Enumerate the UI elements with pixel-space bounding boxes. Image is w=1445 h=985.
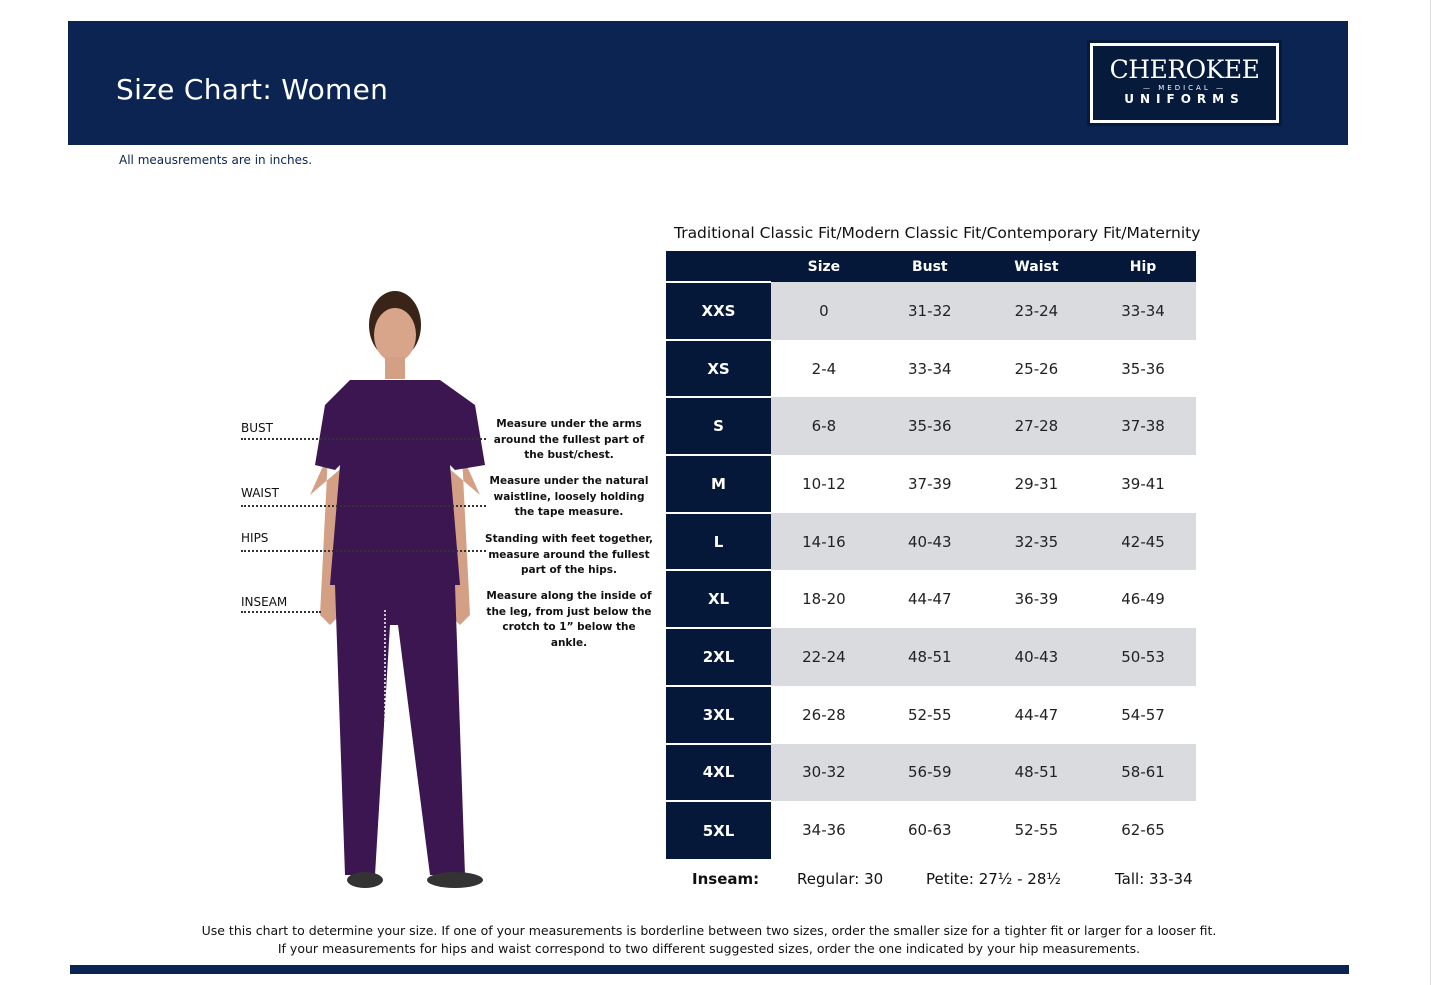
size-number: 10-12 (802, 474, 846, 493)
hip-value: 46-49 (1121, 590, 1165, 609)
inseam-tall: Tall: 33-34 (1115, 870, 1193, 888)
waist-value: 36-39 (1014, 590, 1059, 609)
hip-value: 37-38 (1090, 397, 1196, 456)
hips-line (241, 550, 486, 552)
size-number: 18-20 (802, 590, 846, 609)
inseam-desc: Measure along the inside of the leg, fro… (486, 590, 652, 649)
waist-value: 44-47 (1014, 705, 1059, 724)
bust-value: 44-47 (907, 590, 952, 609)
cherokee-logo: CHEROKEE — MEDICAL — UNIFORMS (1087, 40, 1282, 126)
bust-value: 60-63 (907, 821, 952, 840)
size-label: 2XL (666, 627, 771, 686)
size-table: Size Bust Waist Hip XXS 0 31-32 23-24 33-34 X… (666, 251, 1196, 859)
table-row: XL 18-20 44-47 36-39 46-49 (666, 569, 1196, 629)
size-number: 2-4 (811, 359, 837, 378)
size-number: 14-16 (771, 512, 877, 571)
footer-note-1: Use this chart to determine your size. I… (201, 923, 1217, 938)
units-note: All meausrements are in inches. (119, 153, 313, 167)
table-header-row: Size Bust Waist Hip (666, 251, 1196, 282)
size-number: 6-8 (771, 397, 877, 456)
waist-value: 29-31 (1014, 474, 1059, 493)
col-header-size: Size (771, 251, 877, 282)
table-row: L 14-16 40-43 32-35 42-45 (666, 511, 1196, 571)
inseam-title: Inseam: (692, 870, 760, 888)
hip-value: 35-36 (1121, 359, 1165, 378)
size-label: XL (666, 569, 771, 629)
size-label: XS (666, 338, 771, 398)
footer-note-2: If your measurements for hips and waist … (277, 941, 1141, 956)
table-title: Traditional Classic Fit/Modern Classic F… (674, 224, 1201, 242)
hip-value: 54-57 (1121, 705, 1165, 724)
size-label: M (666, 454, 771, 513)
inseam-petite: Petite: 27½ - 28½ (926, 870, 1061, 888)
bust-value: 40-43 (876, 512, 983, 571)
bust-line (241, 438, 486, 440)
hip-value: 39-41 (1121, 474, 1165, 493)
bust-value: 56-59 (876, 743, 983, 802)
logo-line2: UNIFORMS (1124, 92, 1245, 106)
hips-desc: Standing with feet together, measure aro… (485, 533, 653, 576)
waist-value: 40-43 (982, 628, 1091, 686)
hip-value: 33-34 (1090, 282, 1196, 340)
bust-value: 33-34 (907, 359, 952, 378)
table-row: 3XL 26-28 52-55 44-47 54-57 (666, 684, 1196, 744)
model-figure-image (310, 291, 485, 888)
waist-value: 52-55 (1014, 821, 1059, 840)
size-label: XXS (666, 281, 771, 340)
col-header-bust: Bust (876, 251, 983, 282)
hips-label: HIPS (241, 531, 269, 545)
page-title: Size Chart: Women (116, 73, 389, 106)
waist-value: 48-51 (982, 743, 1091, 802)
logo-sub: — MEDICAL — (1143, 84, 1226, 92)
size-label: S (666, 396, 771, 456)
inseam-line (241, 611, 321, 613)
inseam-label: INSEAM (241, 595, 288, 609)
waist-value: 27-28 (982, 397, 1091, 456)
hip-value: 42-45 (1090, 512, 1196, 571)
inseam-regular: Regular: 30 (797, 870, 884, 888)
bust-value: 31-32 (876, 282, 983, 340)
table-row: XXS 0 31-32 23-24 33-34 (666, 281, 1196, 340)
table-row: XS 2-4 33-34 25-26 35-36 (666, 338, 1196, 398)
table-row: S 6-8 35-36 27-28 37-38 (666, 396, 1196, 456)
logo-brand: CHEROKEE (1109, 55, 1260, 84)
page-edge (1430, 0, 1431, 985)
bust-value: 35-36 (876, 397, 983, 456)
size-number: 30-32 (771, 743, 877, 802)
bust-value: 37-39 (907, 474, 952, 493)
bust-label: BUST (241, 421, 273, 435)
table-row: M 10-12 37-39 29-31 39-41 (666, 454, 1196, 513)
size-label: 3XL (666, 684, 771, 744)
col-header-blank (666, 251, 771, 282)
bust-value: 48-51 (876, 628, 983, 686)
header-banner: Size Chart: Women CHEROKEE — MEDICAL — U… (68, 21, 1348, 145)
bust-value: 52-55 (907, 705, 952, 724)
waist-value: 23-24 (982, 282, 1091, 340)
bottom-bar (70, 965, 1349, 974)
hip-value: 62-65 (1121, 821, 1165, 840)
size-label: 5XL (666, 800, 771, 859)
waist-value: 32-35 (982, 512, 1091, 571)
size-number: 26-28 (802, 705, 846, 724)
size-number: 0 (771, 282, 877, 340)
col-header-hip: Hip (1090, 251, 1196, 282)
waist-label: WAIST (241, 486, 279, 500)
size-number: 34-36 (802, 821, 846, 840)
size-label: 4XL (666, 742, 771, 802)
hip-value: 58-61 (1090, 743, 1196, 802)
waist-desc: Measure under the natural waistline, loo… (489, 475, 649, 518)
size-number: 22-24 (771, 628, 877, 686)
size-label: L (666, 511, 771, 571)
table-row: 2XL 22-24 48-51 40-43 50-53 (666, 627, 1196, 686)
col-header-waist: Waist (982, 251, 1091, 282)
bust-desc: Measure under the arms around the fulles… (493, 418, 645, 461)
waist-value: 25-26 (1014, 359, 1059, 378)
waist-line (241, 505, 486, 507)
table-row: 5XL 34-36 60-63 52-55 62-65 (666, 800, 1196, 859)
hip-value: 50-53 (1090, 628, 1196, 686)
table-row: 4XL 30-32 56-59 48-51 58-61 (666, 742, 1196, 802)
